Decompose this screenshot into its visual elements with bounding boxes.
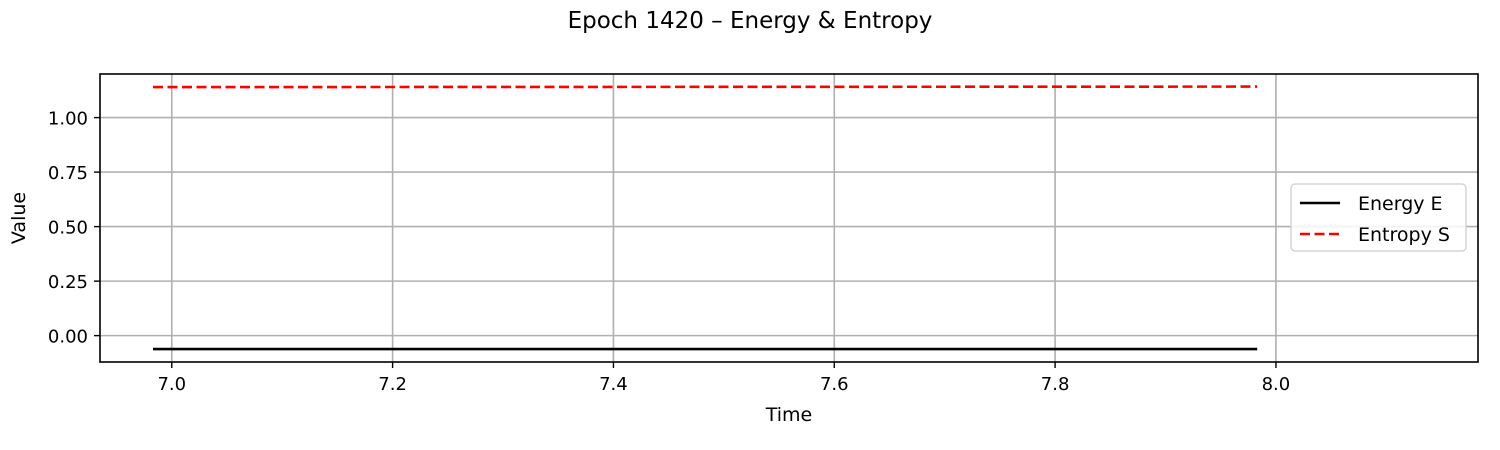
y-axis: 0.00 0.25 0.50 0.75 1.00 [48, 109, 100, 348]
y-axis-label: Value [8, 192, 30, 244]
x-tick-label: 7.0 [157, 374, 186, 395]
chart-title: Epoch 1420 – Energy & Entropy [568, 8, 933, 34]
plot-frame [99, 73, 1479, 363]
y-tick-label: 0.75 [48, 163, 88, 184]
x-axis: 7.0 7.2 7.4 7.6 7.8 8.0 [157, 362, 1290, 395]
series-line-1 [152, 85, 1258, 89]
x-tick-label: 7.6 [820, 374, 849, 395]
legend-label-0: Energy E [1358, 193, 1443, 215]
x-tick-label: 8.0 [1262, 374, 1291, 395]
x-tick-label: 7.2 [378, 374, 407, 395]
grid-lines [100, 74, 1478, 362]
legend-label-1: Entropy S [1358, 224, 1450, 246]
y-tick-label: 0.25 [48, 272, 88, 293]
y-tick-label: 1.00 [48, 109, 88, 130]
series-lines [152, 85, 1258, 351]
y-tick-label: 0.50 [48, 218, 88, 239]
x-tick-label: 7.8 [1041, 374, 1070, 395]
x-tick-label: 7.4 [599, 374, 628, 395]
y-tick-label: 0.00 [48, 327, 88, 348]
legend: Energy E Entropy S [1290, 183, 1467, 252]
x-axis-label: Time [765, 404, 813, 426]
